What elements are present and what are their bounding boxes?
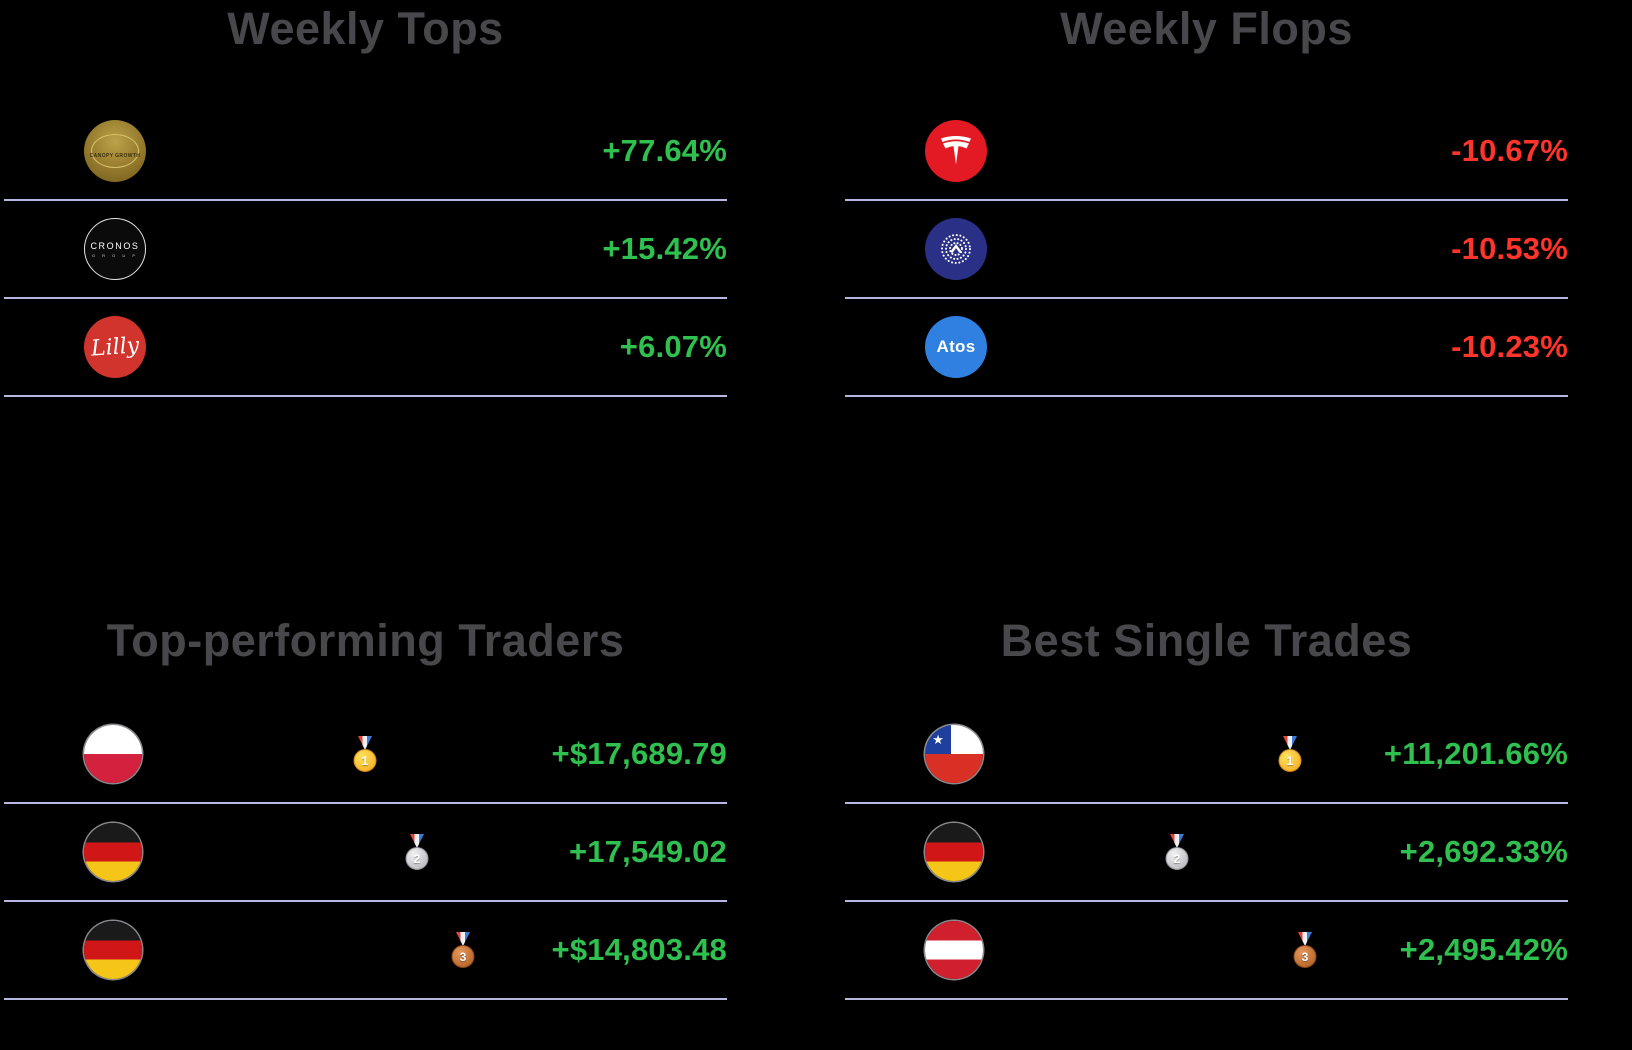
change-percent: -10.53%	[1451, 231, 1568, 266]
chile-flag: ★	[925, 725, 983, 783]
cronos-group-logo: CRONOS G R O U P	[84, 218, 146, 280]
trade-percent: +2,495.42%	[1399, 932, 1568, 967]
lilly-logo-text: Lilly	[90, 332, 140, 362]
trade-percent: +11,201.66%	[1383, 736, 1568, 771]
gold-medal-icon: 1	[352, 736, 378, 772]
canopy-logo-text: CANOPY GROWTH	[89, 153, 141, 159]
medal-rank: 1	[1278, 749, 1302, 772]
medal-rank: 2	[405, 847, 429, 870]
top-traders-panel: Top-performing Traders 1 +$17,689.79 2 +…	[4, 598, 727, 1000]
weekly-tops-list: CANOPY GROWTH +77.64% CRONOS G R O U P +…	[4, 103, 727, 397]
table-row[interactable]: ★ 1 +11,201.66%	[845, 706, 1568, 804]
table-row[interactable]: Lilly +6.07%	[4, 299, 727, 397]
silver-medal-icon: 2	[404, 834, 430, 870]
change-percent: +15.42%	[602, 231, 727, 266]
profit-amount: +$17,689.79	[551, 736, 727, 771]
table-row[interactable]: CANOPY GROWTH +77.64%	[4, 103, 727, 201]
dotted-globe-logo	[925, 218, 987, 280]
medal-ribbon	[1298, 932, 1312, 946]
table-row[interactable]: CRONOS G R O U P +15.42%	[4, 201, 727, 299]
medal-ribbon	[1283, 736, 1297, 750]
medal-ribbon	[410, 834, 424, 848]
cronos-logo-text: CRONOS	[90, 240, 140, 251]
change-percent: -10.23%	[1451, 329, 1568, 364]
profit-amount: +17,549.02	[568, 834, 727, 869]
change-percent: +77.64%	[602, 133, 727, 168]
chile-flag-star: ★	[925, 725, 952, 754]
medal-rank: 3	[451, 945, 475, 968]
table-row[interactable]: -10.67%	[845, 103, 1568, 201]
austria-flag	[925, 921, 983, 979]
canopy-growth-logo: CANOPY GROWTH	[84, 120, 146, 182]
change-percent: +6.07%	[619, 329, 727, 364]
best-trades-panel: Best Single Trades ★ 1 +11,201.66% 2 +2,…	[845, 598, 1568, 1000]
profit-amount: +$14,803.48	[551, 932, 727, 967]
weekly-tops-panel: Weekly Tops CANOPY GROWTH +77.64% CRONOS…	[4, 0, 727, 397]
table-row[interactable]: 3 +$14,803.48	[4, 902, 727, 1000]
silver-medal-icon: 2	[1164, 834, 1190, 870]
gold-medal-icon: 1	[1277, 736, 1303, 772]
weekly-tops-title: Weekly Tops	[227, 3, 504, 54]
medal-rank: 3	[1293, 945, 1317, 968]
table-row[interactable]: 2 +17,549.02	[4, 804, 727, 902]
atos-logo-text: Atos	[936, 337, 976, 356]
top-traders-list: 1 +$17,689.79 2 +17,549.02 3 +$14,803.48	[4, 706, 727, 1000]
table-row[interactable]: Atos -10.23%	[845, 299, 1568, 397]
change-percent: -10.67%	[1451, 133, 1568, 168]
bronze-medal-icon: 3	[450, 932, 476, 968]
cronos-logo-subtext: G R O U P	[91, 252, 139, 258]
best-trades-title: Best Single Trades	[1000, 615, 1413, 666]
weekly-flops-title: Weekly Flops	[1060, 3, 1353, 54]
trade-percent: +2,692.33%	[1399, 834, 1568, 869]
germany-flag	[84, 921, 142, 979]
medal-ribbon	[1170, 834, 1184, 848]
medal-rank: 2	[1165, 847, 1189, 870]
medal-ribbon	[456, 932, 470, 946]
best-trades-list: ★ 1 +11,201.66% 2 +2,692.33% 3 +2,495.42…	[845, 706, 1568, 1000]
bronze-medal-icon: 3	[1292, 932, 1318, 968]
medal-rank: 1	[353, 749, 377, 772]
medal-ribbon	[358, 736, 372, 750]
table-row[interactable]: 1 +$17,689.79	[4, 706, 727, 804]
top-traders-title: Top-performing Traders	[106, 615, 625, 666]
weekly-flops-panel: Weekly Flops -10.67%	[845, 0, 1568, 397]
germany-flag	[925, 823, 983, 881]
lilly-logo: Lilly	[84, 316, 146, 378]
germany-flag	[84, 823, 142, 881]
atos-logo: Atos	[925, 316, 987, 378]
poland-flag	[84, 725, 142, 783]
table-row[interactable]: 2 +2,692.33%	[845, 804, 1568, 902]
table-row[interactable]: -10.53%	[845, 201, 1568, 299]
tesla-logo	[925, 120, 987, 182]
table-row[interactable]: 3 +2,495.42%	[845, 902, 1568, 1000]
weekly-flops-list: -10.67% -10.53% Atos -10.23%	[845, 103, 1568, 397]
